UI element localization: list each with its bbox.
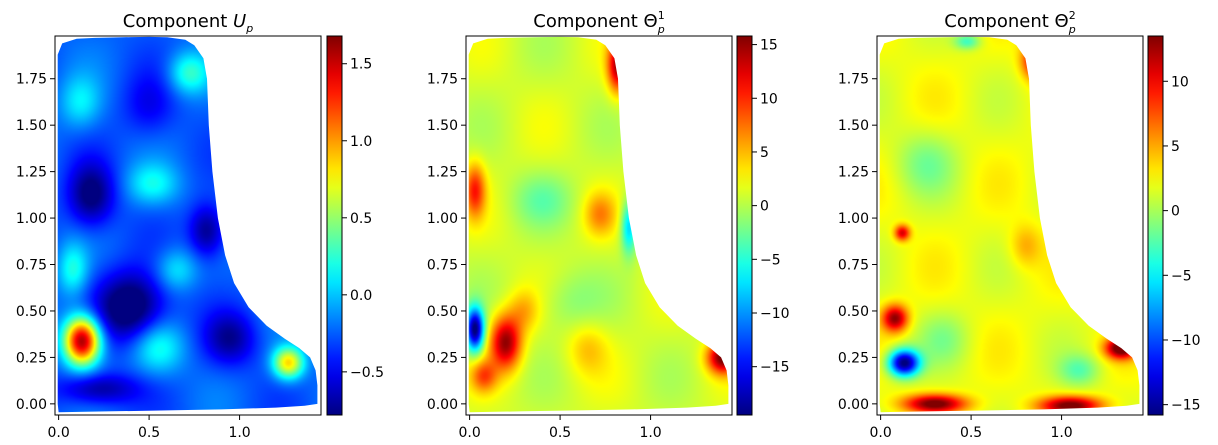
y-tick-label: 1.00 xyxy=(16,211,47,227)
colorbar-tick-label: −10 xyxy=(760,306,790,322)
colorbar: −0.5 0.0 0.5 1.0 1.5 xyxy=(326,35,384,416)
colorbar-tick-label: −5 xyxy=(760,252,781,268)
colorbar-bar xyxy=(1147,35,1164,416)
y-tick-label: 1.00 xyxy=(838,211,869,227)
y-tick-label: 1.75 xyxy=(427,72,458,88)
y-tick-label: 0.00 xyxy=(427,397,458,413)
chart-title: Component Θ2 p xyxy=(944,9,1075,36)
x-tick-label: 1.0 xyxy=(639,425,661,441)
y-tick-label: 0.75 xyxy=(16,258,47,274)
y-tick-label: 0.50 xyxy=(838,304,869,320)
y-tick-label: 0.50 xyxy=(427,304,458,320)
heatmap-field xyxy=(468,36,729,413)
colorbar: −15 −10 −5 0 5 10 xyxy=(1147,35,1201,416)
colorbar-bar xyxy=(736,35,753,416)
colorbar-tick-label: −0.5 xyxy=(350,365,384,381)
y-tick-label: 0.75 xyxy=(427,258,458,274)
heatmap-field xyxy=(879,36,1140,413)
panel-theta2: 0.0 0.5 1.0 0.00 0.25 0.50 0.75 1.00 1.25 1.50 1.7… xyxy=(838,9,1201,441)
heatmap-field xyxy=(57,36,318,413)
y-tick-label: 0.75 xyxy=(838,258,869,274)
colorbar: −15 −10 −5 0 5 10 15 xyxy=(736,35,790,416)
x-tick-label: 0.5 xyxy=(549,425,571,441)
x-tick-label: 0.0 xyxy=(47,425,69,441)
axes-frame xyxy=(876,35,1144,416)
y-tick-label: 0.00 xyxy=(16,397,47,413)
y-tick-label: 1.75 xyxy=(16,72,47,88)
colorbar-tick-label: 0.0 xyxy=(350,288,372,304)
y-tick-label: 1.00 xyxy=(427,211,458,227)
colorbar-tick-label: −15 xyxy=(760,360,790,376)
colorbar-tick-label: 1.0 xyxy=(350,134,372,150)
colorbar-tick-label: 0 xyxy=(1171,204,1180,220)
panel-up: 0.0 0.5 1.0 0.00 0.25 0.50 0.75 1.00 1.25 1.50 1.7… xyxy=(16,11,384,441)
y-tick-label: 1.50 xyxy=(427,118,458,134)
y-tick-label: 0.00 xyxy=(838,397,869,413)
colorbar-tick-label: 10 xyxy=(760,91,778,107)
axes-frame xyxy=(465,35,733,416)
colorbar-tick-label: 0 xyxy=(760,199,769,215)
y-tick-label: 1.25 xyxy=(16,165,47,181)
colorbar-tick-label: 5 xyxy=(1171,139,1180,155)
x-tick-label: 0.0 xyxy=(869,425,891,441)
panel-theta1: 0.0 0.5 1.0 0.00 0.25 0.50 0.75 1.00 1.25 1.50 1.7… xyxy=(427,9,790,441)
colorbar-tick-label: −5 xyxy=(1171,268,1192,284)
y-tick-label: 1.25 xyxy=(838,165,869,181)
chart-title: Component Θ1 p xyxy=(533,9,664,36)
x-tick-label: 0.0 xyxy=(458,425,480,441)
y-tick-label: 0.25 xyxy=(16,350,47,366)
colorbar-tick-label: 15 xyxy=(760,38,778,54)
y-tick-label: 1.50 xyxy=(16,118,47,134)
axes-frame xyxy=(54,35,322,416)
y-tick-label: 0.25 xyxy=(838,350,869,366)
y-tick-label: 1.50 xyxy=(838,118,869,134)
y-tick-label: 0.25 xyxy=(427,350,458,366)
chart-title: Component Up xyxy=(123,11,253,35)
colorbar-tick-label: 5 xyxy=(760,145,769,161)
y-tick-label: 1.25 xyxy=(427,165,458,181)
y-tick-label: 0.50 xyxy=(16,304,47,320)
colorbar-bar xyxy=(326,35,343,416)
y-tick-label: 1.75 xyxy=(838,72,869,88)
x-tick-label: 1.0 xyxy=(228,425,250,441)
colorbar-tick-label: −15 xyxy=(1171,398,1201,414)
colorbar-tick-label: 10 xyxy=(1171,74,1189,90)
x-tick-label: 1.0 xyxy=(1050,425,1072,441)
colorbar-tick-label: 1.5 xyxy=(350,57,372,73)
x-tick-label: 0.5 xyxy=(960,425,982,441)
colorbar-tick-label: −10 xyxy=(1171,333,1201,349)
colorbar-tick-label: 0.5 xyxy=(350,211,372,227)
x-tick-label: 0.5 xyxy=(138,425,160,441)
